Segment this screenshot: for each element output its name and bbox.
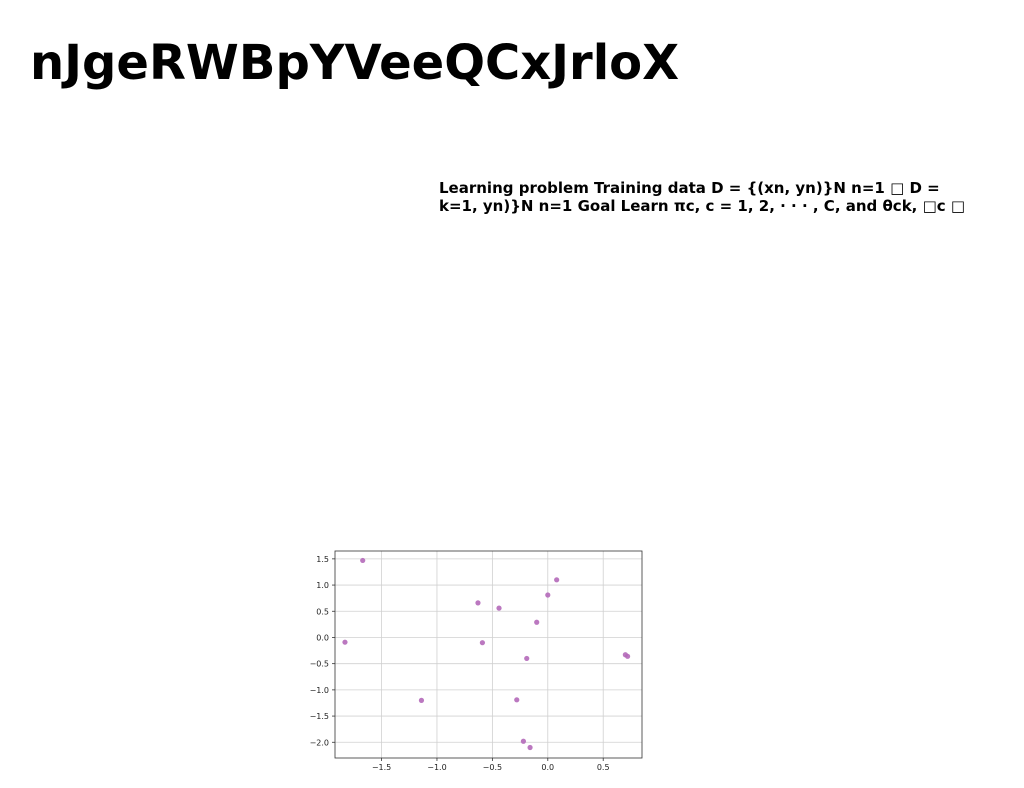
y-tick-label: −0.5 [310, 660, 329, 669]
y-tick-label: 1.0 [316, 581, 329, 590]
scatter-point [624, 653, 631, 659]
x-tick-label: 0.5 [597, 763, 610, 772]
x-tick-label: −1.5 [372, 763, 391, 772]
scatter-chart-svg: −1.5 −1.0 −0.5 0.0 0.5 1.5 1.0 0.5 0.0 −0.5 −1.0 −1… [310, 550, 643, 772]
y-tick-label: 0.5 [316, 607, 329, 616]
y-tick-label: −2.0 [310, 738, 329, 747]
scatter-point [475, 600, 481, 606]
scatter-point [545, 592, 551, 598]
x-tick-label: −1.0 [427, 763, 446, 772]
y-tick-label: −1.0 [310, 686, 329, 695]
y-tick-label: 0.0 [316, 633, 329, 642]
body-text: Learning problem Training data D = {(xn,… [439, 179, 1009, 215]
body-text-line-2: k=1, yn)}N n=1 Goal Learn πc, c = 1, 2, … [439, 197, 966, 215]
x-tick-label: −0.5 [483, 763, 502, 772]
plot-frame [334, 550, 643, 759]
body-text-line-1: Learning problem Training data D = {(xn,… [439, 179, 940, 197]
y-tick-label: 1.5 [316, 555, 329, 564]
scatter-point [342, 639, 348, 645]
x-tick-label: 0.0 [541, 763, 554, 772]
y-tick-label: −1.5 [310, 712, 329, 721]
scatter-point [520, 738, 527, 744]
scatter-point [527, 744, 533, 751]
scatter-point [534, 619, 540, 625]
scatter-point [479, 640, 486, 646]
scatter-point [554, 577, 560, 583]
page-title: nJgeRWBpYVeeQCxJrloX [30, 35, 680, 91]
scatter-point [524, 655, 530, 662]
scatter-point [418, 697, 425, 703]
scatter-chart: −1.5 −1.0 −0.5 0.0 0.5 1.5 1.0 0.5 0.0 −0.5 −1.0 −1… [300, 545, 650, 775]
scatter-point [514, 697, 520, 703]
scatter-point [360, 557, 366, 564]
scatter-point [496, 605, 502, 611]
